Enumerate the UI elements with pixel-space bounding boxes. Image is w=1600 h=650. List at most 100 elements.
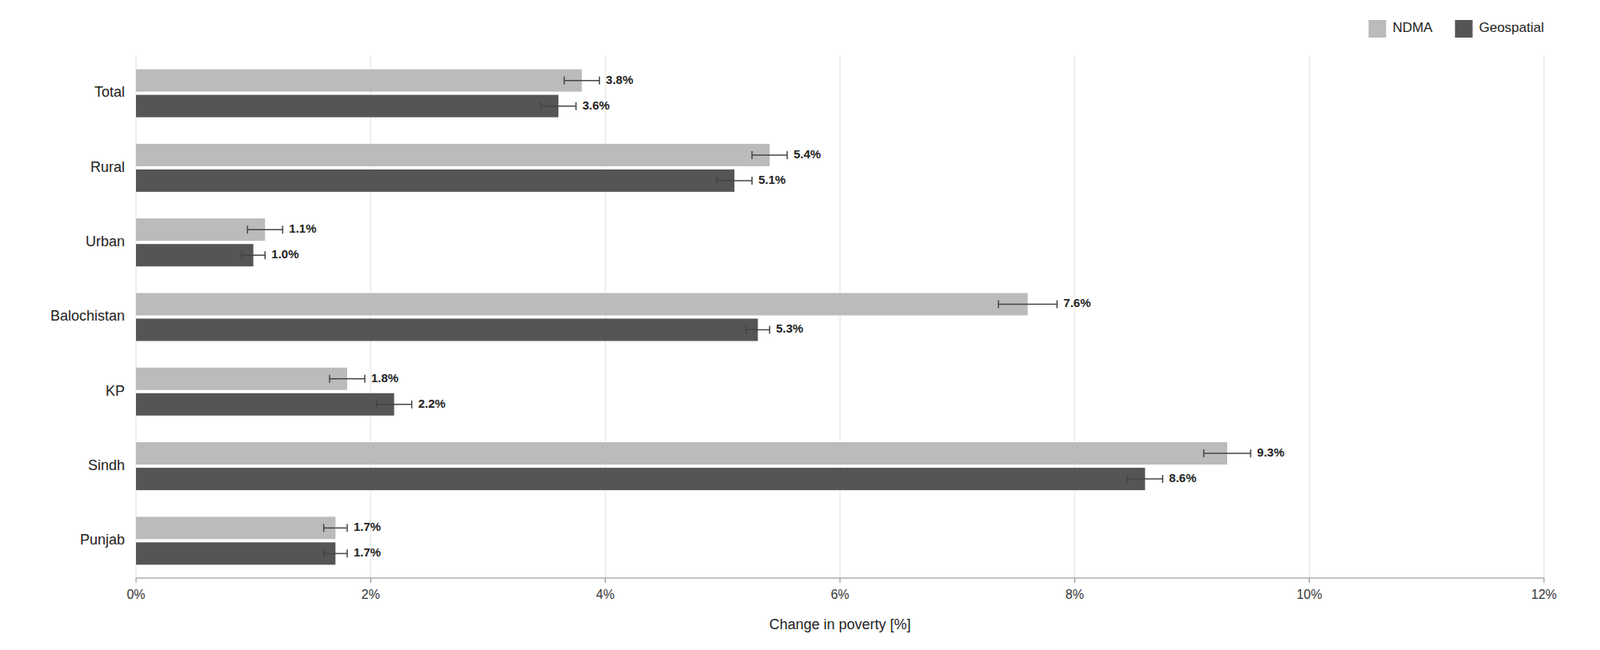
error-bar (564, 76, 600, 85)
error-line (746, 329, 770, 332)
data-label: 5.1% (758, 172, 786, 187)
category-label: Punjab (80, 532, 125, 548)
error-line (998, 304, 1057, 306)
data-labels: 3.8%5.4%1.1%7.6%1.8%9.3%1.7%3.6%5.1%1.0%… (271, 72, 1284, 560)
tick-mark (136, 578, 137, 584)
marks (136, 69, 1251, 566)
error-cap (328, 375, 331, 384)
bar (136, 542, 336, 565)
legend-label: Geospatial (1479, 20, 1544, 36)
category-label: Balochistan (50, 308, 125, 324)
error-line (329, 378, 365, 380)
error-cap (564, 76, 566, 85)
bar (136, 293, 1028, 316)
error-cap (376, 400, 378, 409)
grid-line (136, 56, 137, 579)
error-bar (752, 151, 788, 160)
error-line (241, 254, 265, 256)
bar (136, 218, 265, 241)
tick-mark (840, 578, 841, 584)
x-axis: 0%2%4%6%8%10%12%Change in poverty [%] (126, 578, 1557, 633)
data-label: 8.6% (1168, 471, 1196, 485)
tick-label: 10% (1296, 588, 1323, 602)
axis-line (136, 578, 1544, 580)
error-bar (1127, 475, 1163, 484)
bar (136, 368, 348, 391)
tick-label: 2% (361, 588, 380, 602)
bar (136, 95, 559, 118)
error-cap (786, 151, 788, 160)
error-cap (997, 300, 1000, 309)
bar (136, 244, 254, 267)
error-cap (745, 325, 748, 334)
error-cap (411, 400, 413, 409)
category-label: KP (105, 383, 125, 400)
category-label: Total (94, 84, 125, 100)
tick-mark (370, 578, 372, 584)
error-line (324, 528, 348, 530)
error-cap (1162, 475, 1164, 484)
grid-line (1544, 56, 1545, 579)
error-cap (346, 524, 348, 532)
error-cap (768, 325, 771, 334)
legend: NDMA Geospatial (1368, 20, 1544, 38)
error-bar (746, 325, 770, 334)
series (136, 69, 1251, 540)
bar (136, 69, 582, 92)
category-label: Sindh (88, 457, 125, 474)
error-cap (364, 375, 366, 384)
tick-mark (1544, 578, 1545, 584)
bar (136, 393, 395, 416)
grid-line (840, 56, 841, 579)
error-bar (540, 102, 576, 111)
grid-line (370, 56, 372, 579)
data-label: 9.3% (1256, 445, 1284, 460)
error-cap (540, 102, 542, 111)
data-label: 1.7% (353, 545, 381, 560)
tick-label: 4% (596, 588, 615, 602)
data-label: 2.2% (418, 396, 446, 411)
data-label: 5.4% (793, 147, 821, 161)
category-label: Urban (85, 233, 125, 250)
legend-item: NDMA (1368, 20, 1434, 38)
error-bar (241, 251, 265, 260)
error-line (1204, 452, 1252, 455)
error-cap (346, 549, 348, 558)
tick-mark (1074, 578, 1076, 584)
error-line (376, 404, 412, 406)
category-label: Rural (90, 159, 125, 176)
error-cap (575, 102, 577, 111)
error-line (716, 180, 752, 182)
grid-line (604, 56, 606, 579)
error-bar (376, 400, 412, 409)
tick-label: 6% (830, 588, 849, 602)
legend-label: NDMA (1392, 20, 1434, 36)
error-bar (329, 375, 365, 384)
data-label: 3.6% (582, 98, 610, 112)
error-bar (247, 225, 283, 234)
bar (136, 442, 1228, 465)
error-cap (1056, 300, 1059, 309)
bar (136, 169, 735, 192)
legend-swatch (1455, 20, 1473, 38)
data-label: 3.8% (605, 72, 633, 87)
tick-mark (1308, 578, 1310, 584)
error-line (324, 553, 348, 556)
tick-mark (604, 578, 606, 584)
error-cap (282, 225, 284, 234)
error-cap (323, 549, 325, 558)
error-line (247, 228, 283, 231)
tick-label: 8% (1065, 588, 1084, 602)
error-bar (1204, 449, 1252, 458)
grid-line (1308, 56, 1310, 579)
error-cap (323, 524, 325, 532)
bar (136, 144, 770, 167)
error-bar (324, 524, 348, 532)
data-label: 1.0% (271, 247, 299, 261)
bar (136, 516, 336, 540)
error-bar (324, 549, 348, 558)
bar (136, 468, 1145, 491)
error-cap (1250, 449, 1252, 458)
data-label: 1.7% (353, 520, 381, 534)
error-cap (751, 151, 753, 160)
